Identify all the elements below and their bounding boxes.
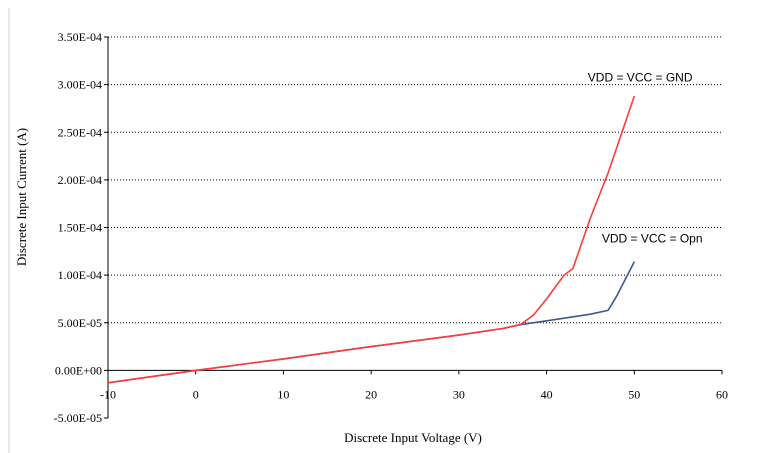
y-tick-label: 1.00E-04 bbox=[58, 268, 102, 282]
series-line-gnd bbox=[107, 95, 636, 384]
axes bbox=[104, 36, 723, 419]
series-layer bbox=[107, 95, 636, 384]
x-tick-label: 10 bbox=[277, 387, 289, 401]
annotation-gnd: VDD = VCC = GND bbox=[588, 71, 693, 85]
y-tick-label: 3.50E-04 bbox=[58, 30, 102, 44]
x-tick-label: 20 bbox=[365, 387, 377, 401]
gridlines bbox=[108, 36, 722, 324]
annotation-opn: VDD = VCC = Opn bbox=[602, 232, 703, 246]
x-tick-label: 40 bbox=[541, 387, 553, 401]
y-tick-label: 2.00E-04 bbox=[58, 173, 102, 187]
y-tick-label: 0.00E+00 bbox=[55, 363, 102, 377]
x-tick-labels: -10 0 10 20 30 40 50 60 bbox=[100, 387, 728, 401]
x-tick-label: 50 bbox=[628, 387, 640, 401]
y-tick-labels: -5.00E-05 0.00E+00 5.00E-05 1.00E-04 1.50E-0… bbox=[54, 30, 102, 425]
x-axis-title: Discrete Input Voltage (V) bbox=[344, 430, 482, 445]
x-tick-label: 60 bbox=[716, 387, 728, 401]
x-tick-label: 0 bbox=[193, 387, 199, 401]
y-tick-label: 2.50E-04 bbox=[58, 125, 102, 139]
y-tick-label: -5.00E-05 bbox=[54, 411, 102, 425]
y-tick-label: 1.50E-04 bbox=[58, 221, 102, 235]
x-tick-label: -10 bbox=[100, 387, 116, 401]
x-tick-label: 30 bbox=[453, 387, 465, 401]
y-axis-title: Discrete Input Current (A) bbox=[14, 128, 29, 266]
y-tick-label: 5.00E-05 bbox=[58, 316, 102, 330]
y-tick-label: 3.00E-04 bbox=[58, 78, 102, 92]
